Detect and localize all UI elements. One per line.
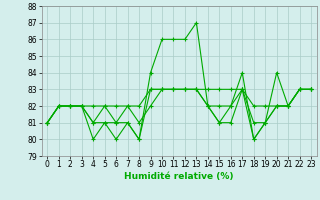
X-axis label: Humidité relative (%): Humidité relative (%) [124,172,234,181]
